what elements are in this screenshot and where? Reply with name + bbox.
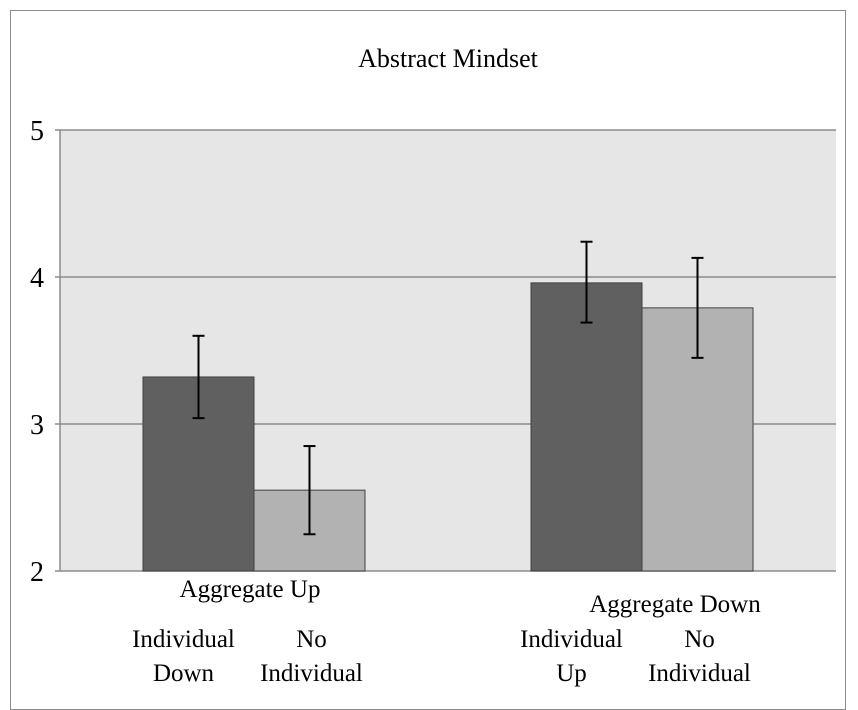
bar-label-0-0-line1: Down: [153, 660, 215, 687]
error-bar-0-1: [303, 445, 316, 536]
group-label-1: Aggregate Down: [589, 591, 761, 618]
bar-label-1-1-line1: Individual: [648, 660, 751, 687]
bar-1-0: [530, 282, 643, 572]
error-bars: [192, 240, 704, 536]
error-bar-1-0: [580, 240, 593, 324]
y-tick-label-2: 2: [30, 557, 44, 588]
bars: [142, 282, 754, 572]
y-tick-label-4: 4: [30, 263, 44, 294]
bar-label-1-0-line1: Up: [556, 660, 587, 687]
chart-title: Abstract Mindset: [358, 44, 539, 73]
bar-label-1-0-line0: Individual: [520, 626, 623, 653]
bar-label-0-0-line0: Individual: [132, 626, 235, 653]
error-bar-0-0: [192, 334, 205, 420]
bar-label-0-1-line0: No: [296, 626, 327, 653]
x-axis-labels: Individual Down No Individual Aggregate Up In…: [132, 576, 761, 687]
group-label-0: Aggregate Up: [180, 576, 321, 603]
bar-label-0-1-line1: Individual: [260, 660, 363, 687]
bar-0-0: [142, 376, 255, 572]
y-tick-label-5: 5: [30, 116, 44, 147]
error-bar-1-1: [691, 256, 704, 359]
bar-label-1-1-line0: No: [684, 626, 715, 653]
y-axis-ticks: 2 3 4 5: [30, 116, 44, 588]
y-tick-label-3: 3: [30, 410, 44, 441]
